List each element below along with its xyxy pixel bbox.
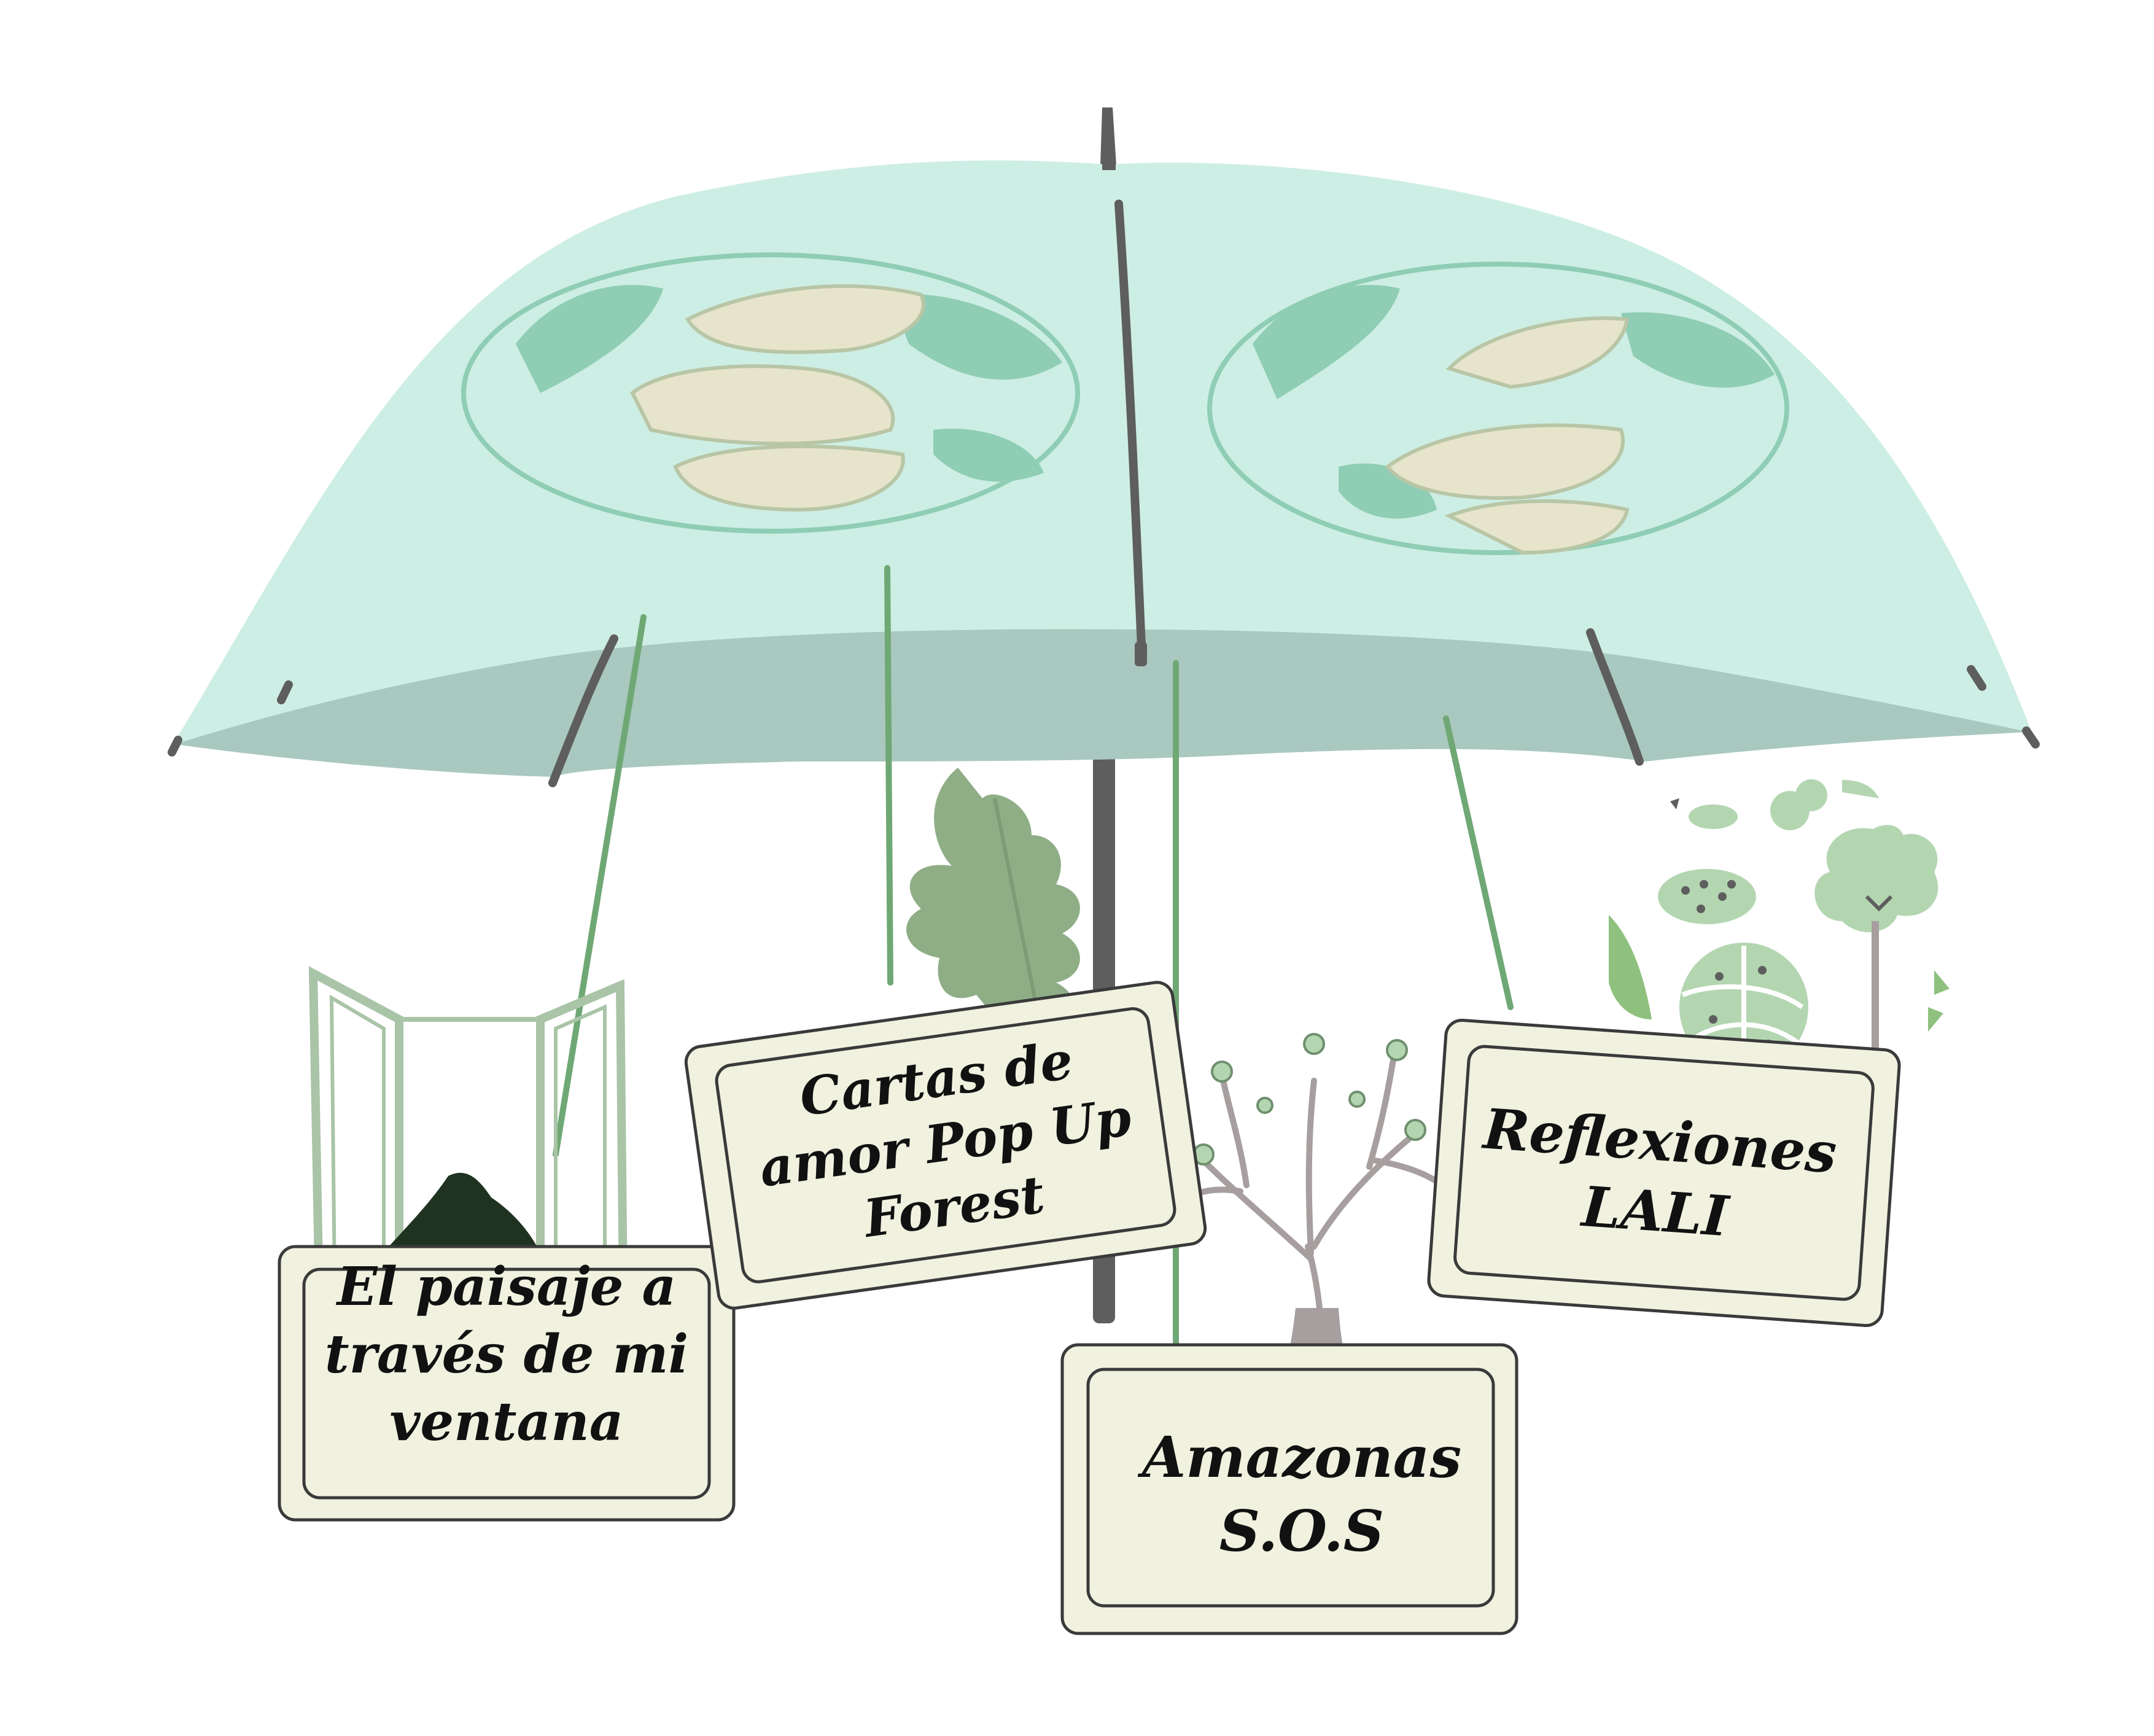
card-amazonas-line-2: S.O.S bbox=[1219, 1498, 1384, 1564]
card-amazonas[interactable]: Amazonas S.O.S bbox=[1060, 1343, 1518, 1635]
card-paisaje-line-2: través de mi bbox=[325, 1323, 688, 1385]
plants-icon bbox=[1609, 779, 1950, 1105]
card-paisaje[interactable]: El paisaje a través de mi ventana bbox=[278, 1245, 736, 1522]
mountain-icon bbox=[378, 1172, 540, 1259]
card-paisaje-line-3: ventana bbox=[390, 1391, 624, 1453]
card-reflexiones-line-2: LALI bbox=[1578, 1174, 1732, 1250]
card-paisaje-line-1: El paisaje a bbox=[335, 1256, 676, 1318]
globe-hands-icon bbox=[1207, 262, 1789, 555]
card-amazonas-line-1: Amazonas bbox=[1137, 1424, 1461, 1490]
card-reflexiones[interactable]: Reflexiones LALI bbox=[1427, 1018, 1901, 1328]
umbrella-canopy bbox=[168, 157, 2040, 787]
card-cartas[interactable]: Cartas de amor Pop Up Forest bbox=[684, 980, 1207, 1310]
globe-hands-icon bbox=[461, 252, 1080, 534]
